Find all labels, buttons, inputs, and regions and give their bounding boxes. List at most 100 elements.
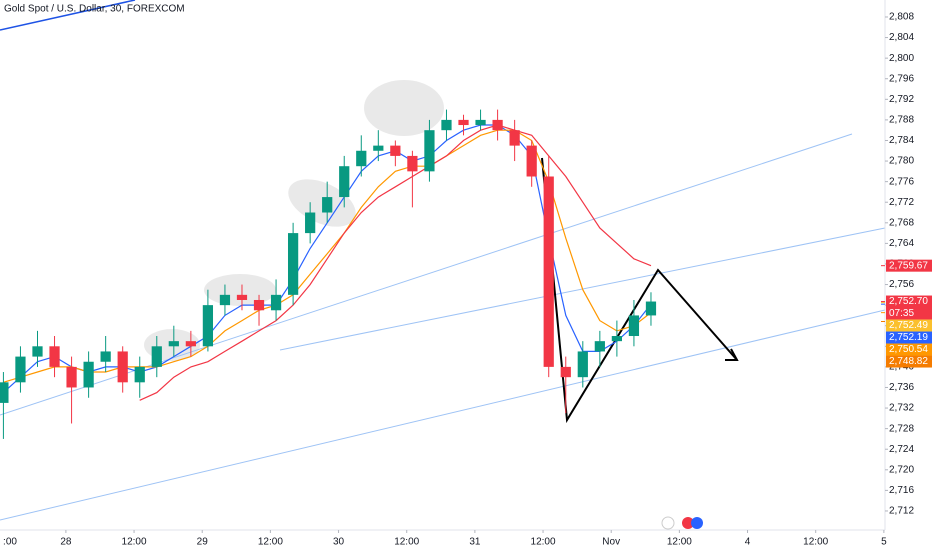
candle-body [151, 346, 162, 367]
candle-body [611, 336, 622, 342]
highlight [204, 274, 276, 306]
candle-body [253, 299, 265, 311]
candle-body [577, 351, 588, 378]
candle-body [305, 212, 316, 234]
candle-body [441, 119, 452, 131]
candle-body [32, 346, 43, 357]
x-tick-label: 29 [197, 537, 209, 548]
zigzag-arrow [541, 157, 738, 424]
event-icon [682, 517, 694, 529]
y-tick-label: 2,756 [889, 279, 914, 290]
x-tick-label: 12:00 [122, 537, 147, 548]
candle-body [390, 145, 401, 156]
price-label: 2,748.82 [889, 356, 928, 367]
y-tick-label: 2,788 [889, 115, 914, 126]
candle-body [168, 341, 179, 347]
candle-body [475, 119, 486, 126]
candle-body [15, 356, 26, 383]
y-tick-label: 2,808 [889, 12, 914, 23]
y-tick-label: 2,768 [889, 217, 914, 228]
highlight [364, 80, 444, 136]
candle-body [66, 366, 77, 388]
x-tick-label: 28 [60, 537, 72, 548]
price-label: 2,752.70 [889, 296, 928, 307]
y-tick-label: 2,796 [889, 73, 914, 84]
candle-body [628, 315, 640, 337]
candle-body [236, 294, 248, 300]
candle-body [100, 351, 111, 362]
y-tick-label: 2,716 [889, 485, 914, 496]
event-icon [661, 516, 675, 530]
x-tick-label: 5 [881, 537, 887, 548]
countdown: 07:35 [889, 308, 914, 319]
plot [0, 109, 657, 439]
x-tick-label: 12:00 [258, 537, 283, 548]
price-label-box [886, 259, 932, 272]
y-tick-label: 2,724 [889, 444, 914, 455]
candle-body [356, 150, 367, 167]
y-tick-label: 2,804 [889, 32, 914, 43]
price-label-box [886, 295, 932, 320]
candle-body [270, 294, 282, 311]
candle-body [543, 176, 554, 367]
y-tick-label: 2,764 [889, 238, 914, 249]
y-tick-label: 2,728 [889, 423, 914, 434]
price-label-box [886, 355, 932, 368]
candle-body [322, 197, 333, 213]
candle-body [424, 130, 435, 172]
price-label-box [886, 331, 932, 344]
moving-average [139, 124, 652, 401]
event-icon [691, 517, 703, 529]
price-label: 2,759.67 [889, 260, 928, 271]
y-tick-label: 2,784 [889, 135, 914, 146]
candle-body [202, 305, 214, 347]
candle-body [509, 130, 520, 146]
price-label-box [886, 319, 932, 332]
x-tick-label: Nov [602, 537, 620, 548]
arrow-head [725, 348, 739, 361]
x-tick-label: 31 [469, 537, 481, 548]
x-tick-label: :00 [3, 537, 17, 548]
price-label: 2,752.19 [889, 332, 928, 343]
candle-body [373, 145, 384, 151]
event-icons [661, 516, 703, 530]
candle-body [185, 341, 196, 347]
y-tick-label: 2,720 [889, 464, 914, 475]
candle-body [219, 294, 231, 306]
price-label: 2,750.54 [889, 344, 928, 355]
candle-body [339, 166, 350, 198]
price-label-box [886, 343, 932, 356]
chart-title: Gold Spot / U.S. Dollar, 30, FOREXCOM [4, 4, 185, 15]
x-tick-label: 30 [333, 537, 345, 548]
price-label: 2,752.49 [889, 320, 928, 331]
x-tick-label: 12:00 [803, 537, 828, 548]
y-tick-label: 2,732 [889, 403, 914, 414]
candle-body [134, 366, 145, 383]
candle-body [526, 145, 537, 177]
x-tick-label: 12:00 [531, 537, 556, 548]
y-tick-label: 2,712 [889, 506, 914, 517]
candle-body [287, 233, 299, 295]
y-tick-label: 2,800 [889, 53, 914, 64]
y-tick-label: 2,772 [889, 197, 914, 208]
candle-body [83, 361, 94, 388]
candle-body [560, 366, 571, 378]
y-tick-label: 2,792 [889, 94, 914, 105]
candle-body [492, 119, 503, 131]
candle-body [49, 346, 60, 367]
channel-line [0, 309, 886, 521]
trend-line [0, 0, 136, 31]
x-tick-label: 4 [745, 537, 751, 548]
candle-body [0, 382, 9, 403]
candle-body [117, 351, 128, 383]
y-tick-label: 2,776 [889, 176, 914, 187]
candle-body [645, 301, 657, 316]
x-tick-label: 12:00 [667, 537, 692, 548]
x-tick-label: 12:00 [394, 537, 419, 548]
moving-average [3, 129, 652, 383]
candle-body [407, 155, 418, 172]
y-tick-label: 2,780 [889, 156, 914, 167]
